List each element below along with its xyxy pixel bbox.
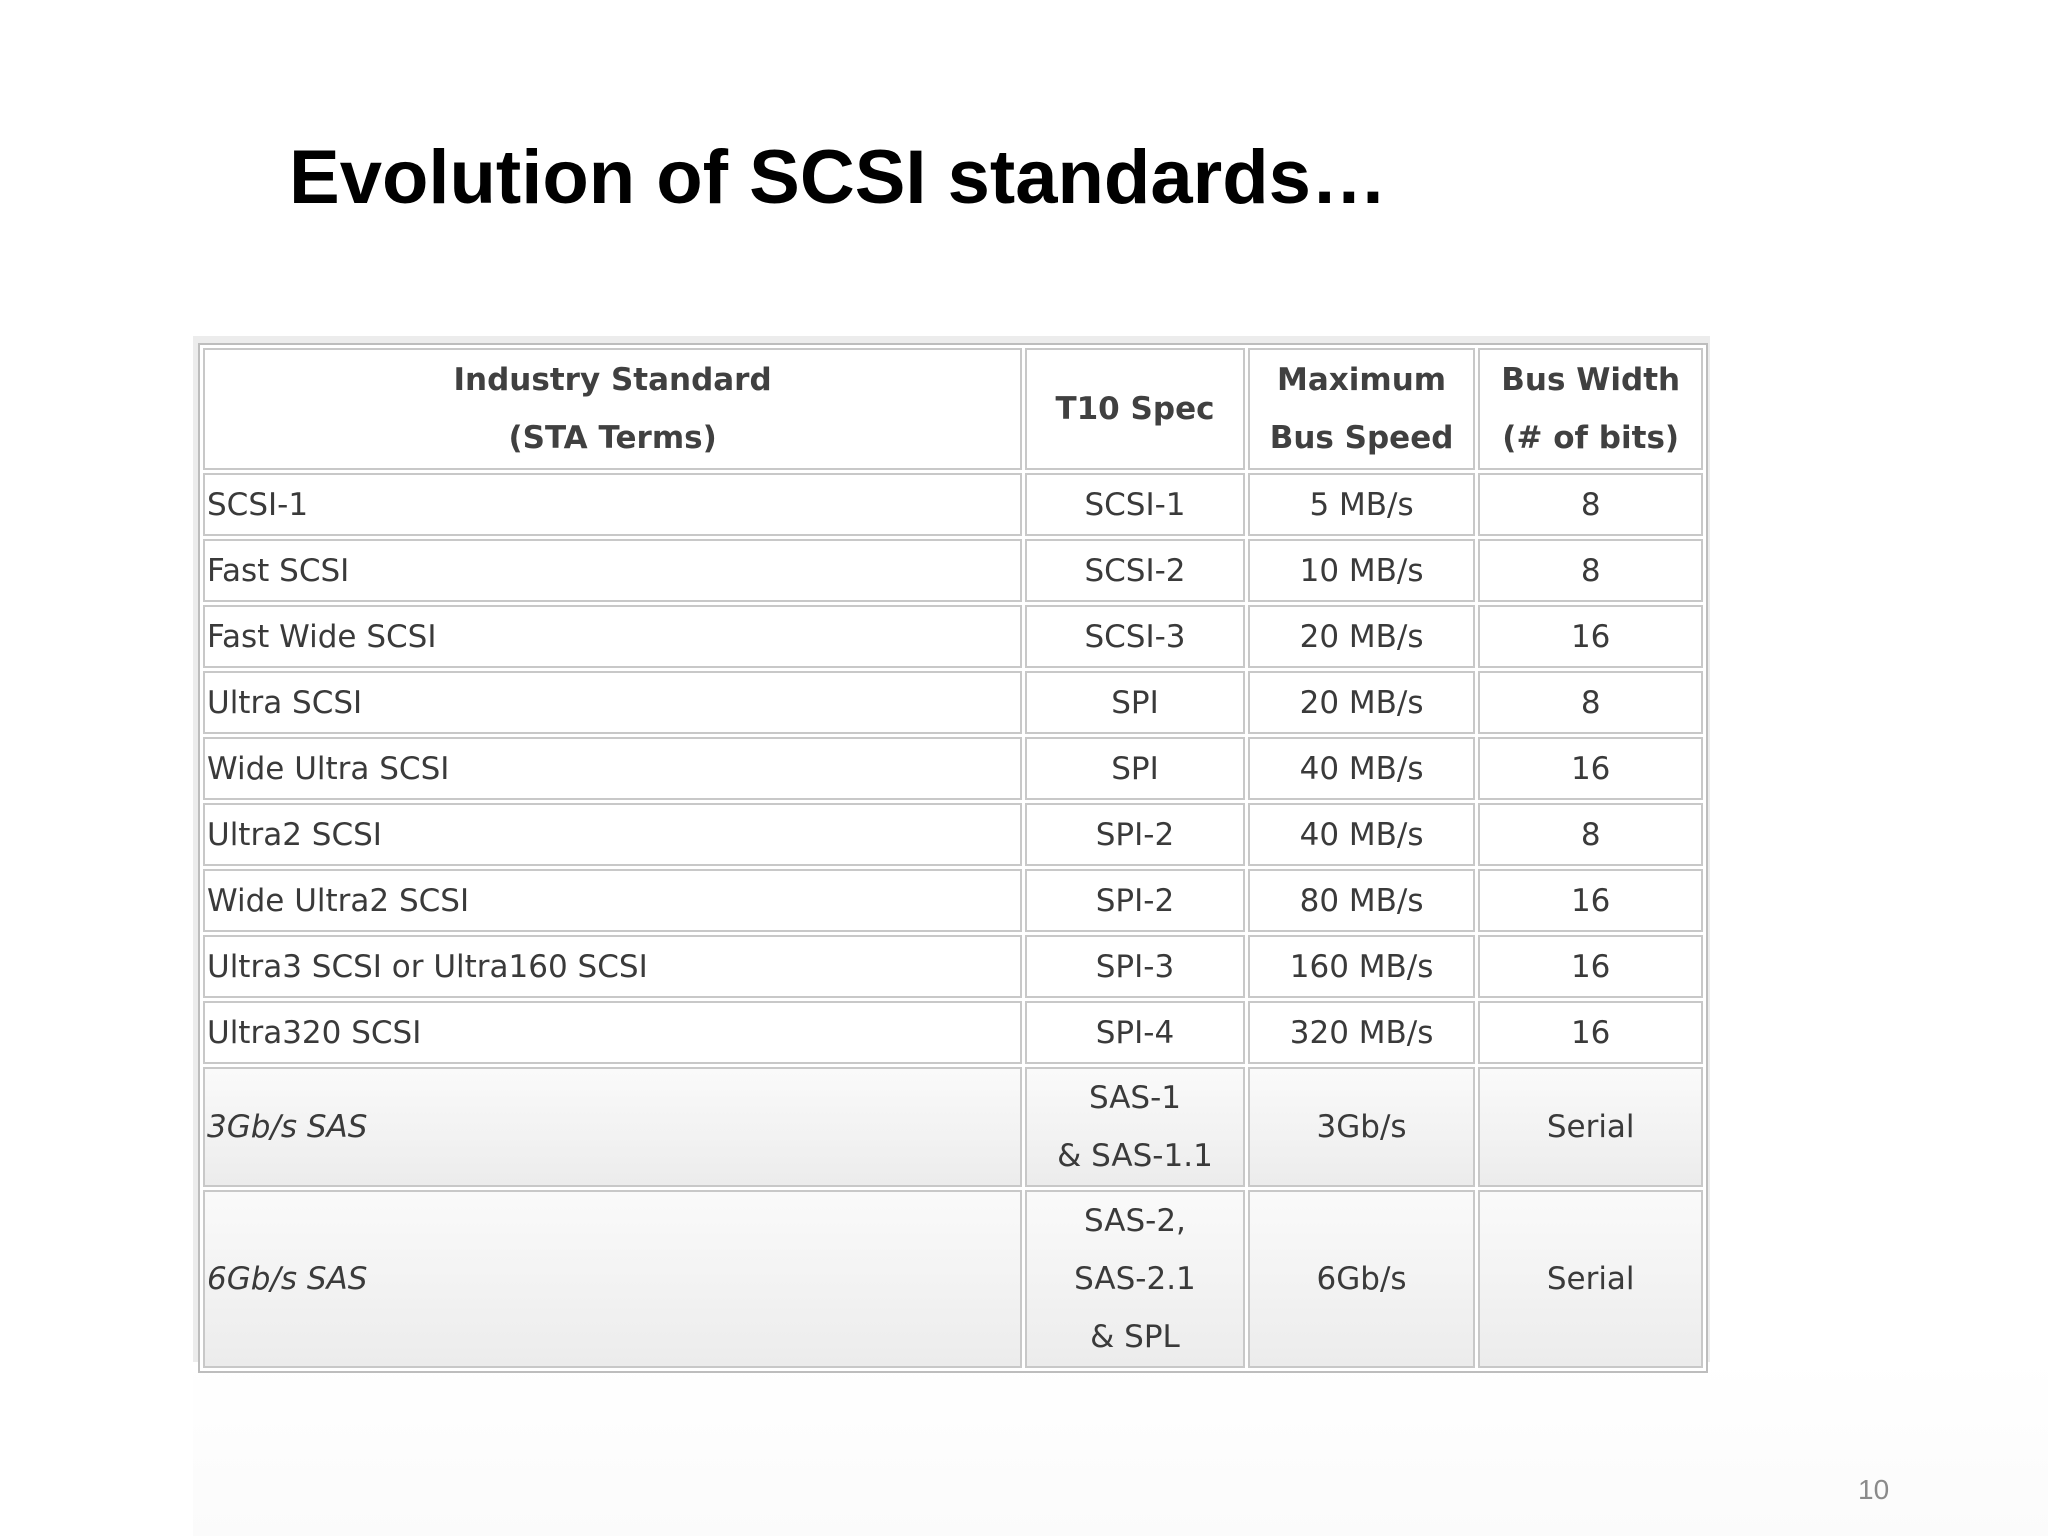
- cell-t10-spec: SCSI-2: [1025, 539, 1245, 602]
- scsi-standards-table: Industry Standard (STA Terms) T10 Spec M…: [198, 343, 1708, 1373]
- header-industry-standard: Industry Standard (STA Terms): [203, 348, 1023, 470]
- cell-bus-speed: 10 MB/s: [1247, 539, 1476, 602]
- cell-industry-standard: Ultra320 SCSI: [203, 1001, 1023, 1064]
- header-t10-spec: T10 Spec: [1025, 348, 1245, 470]
- header-bus-width-line1: Bus Width: [1501, 362, 1681, 398]
- cell-t10-spec: SAS-2, SAS-2.1 & SPL: [1025, 1190, 1245, 1368]
- cell-bus-speed: 5 MB/s: [1247, 473, 1476, 536]
- cell-t10-spec: SPI-2: [1025, 869, 1245, 932]
- cell-bus-width: 16: [1478, 1001, 1703, 1064]
- header-bus-width-line2: (# of bits): [1502, 420, 1680, 456]
- table-row-sas: 6Gb/s SAS SAS-2, SAS-2.1 & SPL 6Gb/s Ser…: [203, 1190, 1703, 1368]
- cell-bus-speed: 40 MB/s: [1247, 737, 1476, 800]
- cell-bus-width: 16: [1478, 935, 1703, 998]
- cell-industry-standard: Wide Ultra SCSI: [203, 737, 1023, 800]
- cell-t10-spec: SPI: [1025, 671, 1245, 734]
- cell-industry-standard: Fast SCSI: [203, 539, 1023, 602]
- cell-t10-spec: SPI-2: [1025, 803, 1245, 866]
- page-number: 10: [1858, 1474, 1890, 1505]
- cell-t10-spec: SCSI-1: [1025, 473, 1245, 536]
- cell-industry-standard: Ultra SCSI: [203, 671, 1023, 734]
- table-row: Ultra2 SCSI SPI-2 40 MB/s 8: [203, 803, 1703, 866]
- table-row: Ultra3 SCSI or Ultra160 SCSI SPI-3 160 M…: [203, 935, 1703, 998]
- table-row-sas: 3Gb/s SAS SAS-1 & SAS-1.1 3Gb/s Serial: [203, 1067, 1703, 1187]
- header-bus-width: Bus Width (# of bits): [1478, 348, 1703, 470]
- cell-bus-width: 16: [1478, 605, 1703, 668]
- cell-industry-standard: 3Gb/s SAS: [203, 1067, 1023, 1187]
- spec-line: SAS-1: [1088, 1080, 1181, 1116]
- table-header-row: Industry Standard (STA Terms) T10 Spec M…: [203, 348, 1703, 470]
- cell-bus-width: 8: [1478, 671, 1703, 734]
- cell-bus-speed: 6Gb/s: [1247, 1190, 1476, 1368]
- cell-t10-spec: SPI: [1025, 737, 1245, 800]
- header-industry-standard-line2: (STA Terms): [508, 420, 717, 456]
- cell-bus-width: Serial: [1478, 1067, 1703, 1187]
- cell-t10-spec: SPI-4: [1025, 1001, 1245, 1064]
- cell-t10-spec: SPI-3: [1025, 935, 1245, 998]
- header-max-bus-speed-line2: Bus Speed: [1269, 420, 1454, 456]
- table-row: Fast Wide SCSI SCSI-3 20 MB/s 16: [203, 605, 1703, 668]
- cell-t10-spec: SCSI-3: [1025, 605, 1245, 668]
- cell-bus-width: 8: [1478, 803, 1703, 866]
- spec-line: & SPL: [1090, 1319, 1180, 1355]
- spec-line: SAS-2.1: [1074, 1261, 1196, 1297]
- cell-bus-speed: 20 MB/s: [1247, 605, 1476, 668]
- cell-bus-width: Serial: [1478, 1190, 1703, 1368]
- cell-bus-speed: 20 MB/s: [1247, 671, 1476, 734]
- header-max-bus-speed-line1: Maximum: [1277, 362, 1447, 398]
- spec-line: & SAS-1.1: [1057, 1138, 1213, 1174]
- cell-bus-width: 8: [1478, 473, 1703, 536]
- cell-bus-speed: 160 MB/s: [1247, 935, 1476, 998]
- table-row: SCSI-1 SCSI-1 5 MB/s 8: [203, 473, 1703, 536]
- header-industry-standard-line1: Industry Standard: [453, 362, 772, 398]
- lower-panel: [193, 1358, 2048, 1536]
- cell-bus-speed: 320 MB/s: [1247, 1001, 1476, 1064]
- cell-industry-standard: 6Gb/s SAS: [203, 1190, 1023, 1368]
- cell-industry-standard: Ultra2 SCSI: [203, 803, 1023, 866]
- table-row: Fast SCSI SCSI-2 10 MB/s 8: [203, 539, 1703, 602]
- cell-bus-speed: 3Gb/s: [1247, 1067, 1476, 1187]
- table-row: Ultra SCSI SPI 20 MB/s 8: [203, 671, 1703, 734]
- slide-title: Evolution of SCSI standards…: [289, 135, 1387, 220]
- table-row: Wide Ultra2 SCSI SPI-2 80 MB/s 16: [203, 869, 1703, 932]
- cell-bus-speed: 80 MB/s: [1247, 869, 1476, 932]
- header-max-bus-speed: Maximum Bus Speed: [1247, 348, 1476, 470]
- cell-bus-width: 8: [1478, 539, 1703, 602]
- cell-industry-standard: Ultra3 SCSI or Ultra160 SCSI: [203, 935, 1023, 998]
- table-row: Wide Ultra SCSI SPI 40 MB/s 16: [203, 737, 1703, 800]
- cell-industry-standard: Fast Wide SCSI: [203, 605, 1023, 668]
- cell-bus-width: 16: [1478, 737, 1703, 800]
- spec-line: SAS-2,: [1084, 1203, 1186, 1239]
- cell-industry-standard: SCSI-1: [203, 473, 1023, 536]
- cell-bus-width: 16: [1478, 869, 1703, 932]
- cell-t10-spec: SAS-1 & SAS-1.1: [1025, 1067, 1245, 1187]
- table-row: Ultra320 SCSI SPI-4 320 MB/s 16: [203, 1001, 1703, 1064]
- cell-industry-standard: Wide Ultra2 SCSI: [203, 869, 1023, 932]
- cell-bus-speed: 40 MB/s: [1247, 803, 1476, 866]
